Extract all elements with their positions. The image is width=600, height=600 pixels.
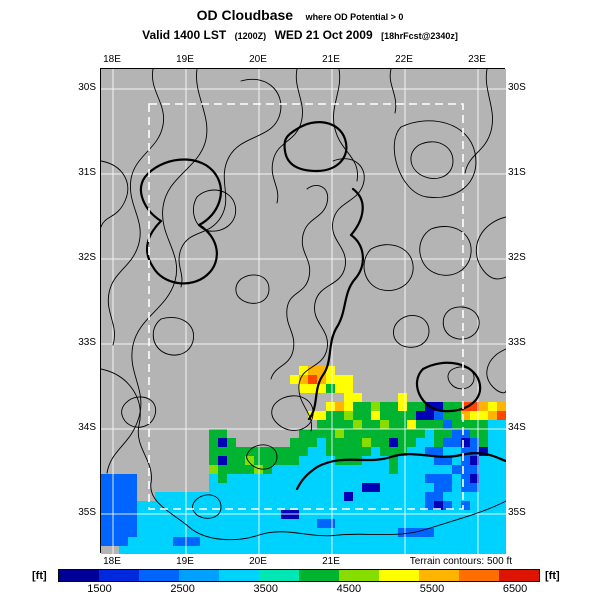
chart-title-qualifier: where OD Potential > 0	[305, 12, 404, 22]
y-tick-left: 33S	[78, 337, 96, 348]
colorbar-segment	[219, 570, 259, 581]
colorbar-segment	[179, 570, 219, 581]
terrain-contours	[101, 69, 506, 541]
x-tick-bottom: 21E	[322, 556, 340, 567]
y-tick-right: 35S	[508, 507, 526, 518]
x-tick-top: 18E	[103, 54, 121, 65]
y-tick-left: 32S	[78, 252, 96, 263]
valid-time-line: Valid 1400 LST (1200Z) WED 21 Oct 2009 […	[0, 26, 600, 44]
colorbar-tick-label: 2500	[170, 583, 195, 595]
colorbar-segment	[59, 570, 99, 581]
valid-utc: (1200Z)	[234, 31, 267, 41]
latlon-grid	[101, 69, 506, 554]
x-tick-top: 22E	[395, 54, 413, 65]
chart-title-line: OD Cloudbase where OD Potential > 0	[0, 7, 600, 25]
colorbar	[58, 569, 540, 582]
y-tick-right: 30S	[508, 82, 526, 93]
colorbar-segment	[299, 570, 339, 581]
colorbar-tick-label: 4500	[336, 583, 362, 595]
map-svg	[101, 69, 506, 554]
y-tick-left: 35S	[78, 507, 96, 518]
y-tick-left: 30S	[78, 82, 96, 93]
colorbar-tick-label: 6500	[502, 583, 528, 595]
y-tick-left: 31S	[78, 167, 96, 178]
colorbar-segment	[419, 570, 459, 581]
colorbar-segment	[459, 570, 499, 581]
y-tick-right: 34S	[508, 422, 526, 433]
colorbar-unit-left: [ft]	[32, 570, 47, 582]
colorbar-segment	[499, 570, 539, 581]
colorbar-segment	[259, 570, 299, 581]
colorbar-tick-label: 5500	[419, 583, 445, 595]
x-tick-top: 23E	[468, 54, 486, 65]
valid-date: WED 21 Oct 2009	[274, 28, 373, 42]
colorbar-unit-right: [ft]	[545, 570, 560, 582]
colorbar-segment	[379, 570, 419, 581]
x-tick-bottom: 19E	[176, 556, 194, 567]
colorbar-tick-label: 3500	[253, 583, 278, 595]
y-tick-right: 33S	[508, 337, 526, 348]
x-tick-top: 20E	[249, 54, 267, 65]
colorbar-segment	[99, 570, 139, 581]
chart-title: OD Cloudbase	[196, 7, 294, 23]
colorbar-tick-label: 1500	[87, 583, 112, 595]
valid-forecast: [18hrFcst@2340z]	[381, 31, 458, 41]
valid-time: Valid 1400 LST	[142, 28, 227, 42]
y-tick-left: 34S	[78, 422, 96, 433]
map-area	[100, 68, 506, 554]
y-tick-right: 31S	[508, 167, 526, 178]
colorbar-segment	[139, 570, 179, 581]
inner-domain-boundary	[148, 103, 464, 510]
x-tick-bottom: 18E	[103, 556, 121, 567]
terrain-note: Terrain contours: 500 ft	[409, 556, 512, 567]
terrain-contours-bold	[139, 121, 506, 491]
colorbar-segment	[339, 570, 379, 581]
x-tick-bottom: 20E	[249, 556, 267, 567]
x-tick-top: 21E	[322, 54, 340, 65]
y-tick-right: 32S	[508, 252, 526, 263]
x-tick-top: 19E	[176, 54, 194, 65]
